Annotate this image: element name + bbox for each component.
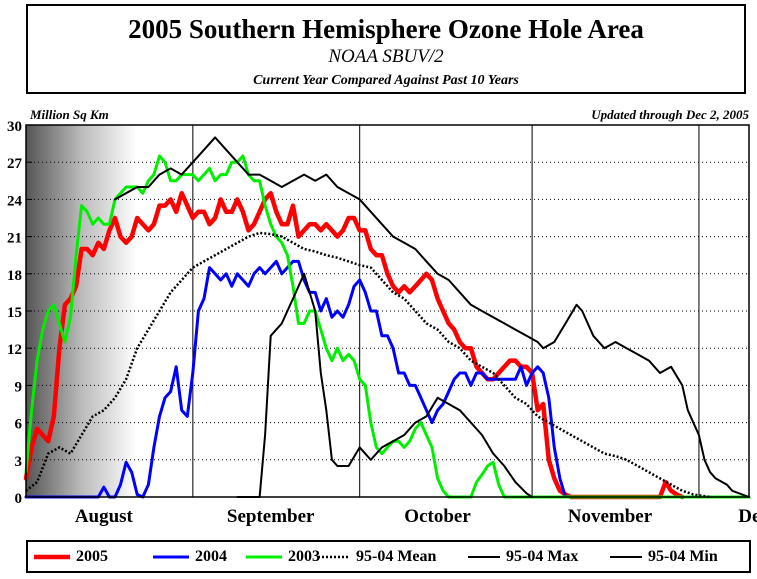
legend-label-max: 95-04 Max [506,548,579,565]
series-line-2005 [23,190,685,500]
title-box: 2005 Southern Hemisphere Ozone Hole Area… [26,4,746,94]
x-tick-label-november: November [568,506,653,527]
legend-item-min: 95-04 Min [610,548,718,566]
legend-label-2004: 2004 [195,548,227,565]
chart-subtitle-2: Current Year Compared Against Past 10 Ye… [253,73,519,88]
legend-label-2005: 2005 [76,548,108,565]
updated-note: Updated through Dec 2, 2005 [591,107,749,122]
chart-subtitle: NOAA SBUV/2 [328,46,444,67]
y-tick-label-6: 6 [15,417,23,433]
legend-label-min: 95-04 Min [648,548,718,565]
legend-label-2003: 2003 [288,548,320,565]
legend-swatch-2004 [153,555,189,559]
y-tick-label-18: 18 [7,268,22,284]
legend-item-2004: 2004 [153,548,227,566]
ozone-chart: 0 3 6 9 12 15 18 21 24 27 30 August September October… [7,119,757,527]
y-tick-label-12: 12 [7,342,22,358]
x-tick-label-september: September [227,506,315,527]
legend-item-mean: 95-04 Mean [318,548,436,566]
series-line-95-04-mean [25,231,711,499]
y-tick-label-0: 0 [15,491,23,507]
legend-swatch-min [610,556,642,558]
x-tick-label-august: August [75,506,134,527]
series-line-2004 [24,259,584,499]
y-axis-label: Million Sq Km [30,107,109,122]
x-tick-label-october: October [404,506,471,527]
legend: 2005 2004 2003 95-04 Mean 95-04 Max 95-0… [26,540,751,573]
legend-swatch-2003 [246,555,282,559]
legend-item-max: 95-04 Max [468,548,578,566]
legend-label-mean: 95-04 Mean [356,548,437,565]
y-tick-label-27: 27 [7,156,23,172]
plot-frame [25,124,750,498]
legend-item-2005: 2005 [34,548,108,566]
legend-item-2003: 2003 [246,548,320,566]
series-line-95-04-max [114,136,750,498]
series-line-95-04-min [236,272,534,498]
legend-swatch-2005 [34,554,70,560]
y-tick-label-21: 21 [7,231,22,247]
y-tick-label-9: 9 [15,379,23,395]
legend-swatch-max [468,556,500,558]
y-tick-label-24: 24 [7,193,23,209]
x-tick-label-decem: Decem [738,506,757,527]
series-line-2003 [24,154,751,499]
y-tick-label-15: 15 [7,305,22,321]
y-tick-label-3: 3 [15,454,23,470]
legend-swatch-mean [318,555,350,559]
chart-title: 2005 Southern Hemisphere Ozone Hole Area [128,14,644,44]
y-tick-label-30: 30 [7,119,22,135]
